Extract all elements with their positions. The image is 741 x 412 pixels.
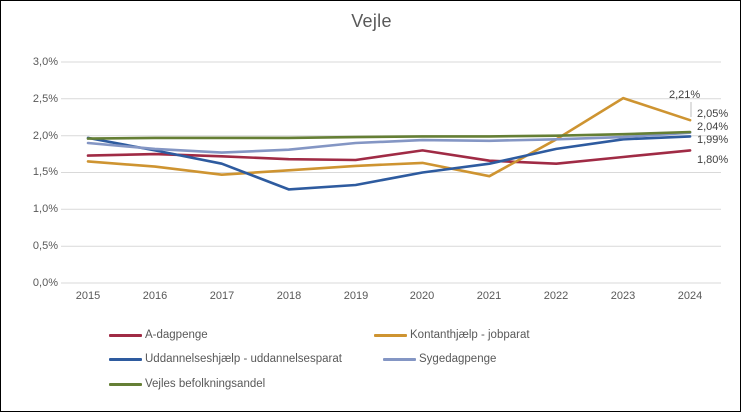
x-axis-tick-label: 2015	[75, 290, 101, 302]
legend-swatch	[383, 357, 416, 361]
y-axis-tick-label: 1,0%	[32, 203, 58, 215]
legend-item: Vejles befolkningsandel	[109, 378, 265, 390]
series-line-a-dagpenge	[86, 149, 692, 165]
x-axis-tick-label: 2017	[209, 290, 235, 302]
legend-label: Kontanthjælp - jobparat	[410, 329, 530, 341]
data-label: 2,04%	[697, 121, 729, 133]
y-axis-tick-label: 2,5%	[32, 93, 58, 105]
x-axis-tick-label: 2019	[343, 290, 369, 302]
series-line-uddannelseshj-lp-uddannelsesparat	[86, 135, 692, 191]
legend-label: Sygedagpenge	[419, 353, 497, 365]
y-axis-tick-label: 0,0%	[32, 277, 58, 289]
data-label: 2,05%	[697, 108, 729, 120]
data-label: 1,80%	[697, 154, 729, 166]
legend-item: Sygedagpenge	[383, 353, 496, 365]
legend-swatch	[109, 357, 142, 361]
x-axis-tick-label: 2020	[409, 290, 435, 302]
legend-label: Uddannelseshjælp - uddannelsesparat	[145, 353, 342, 365]
legend-item: Kontanthjælp - jobparat	[374, 329, 530, 341]
legend-swatch	[109, 382, 142, 386]
x-axis-tick-label: 2024	[677, 290, 703, 302]
data-label: 1,99%	[697, 134, 729, 146]
legend-item: Uddannelseshjælp - uddannelsesparat	[109, 353, 342, 365]
legend-swatch	[109, 333, 142, 337]
series-line-kontanthj-lp-jobparat	[86, 96, 692, 178]
legend-label: Vejles befolkningsandel	[145, 378, 266, 390]
y-axis-tick-label: 1,5%	[32, 166, 58, 178]
x-axis-tick-label: 2023	[610, 290, 636, 302]
chart-title: Vejle	[351, 11, 392, 31]
y-axis-tick-label: 2,0%	[32, 130, 58, 142]
data-label: 2,21%	[669, 89, 701, 101]
legend-label: A-dagpenge	[145, 329, 208, 341]
x-axis-tick-label: 2016	[142, 290, 168, 302]
y-axis-tick-label: 0,5%	[32, 240, 58, 252]
y-axis-tick-label: 3,0%	[32, 56, 58, 68]
series-line-sygedagpenge	[86, 131, 692, 154]
series-line-vejles-befolkningsandel	[86, 130, 692, 140]
legend-item: A-dagpenge	[109, 329, 208, 341]
x-axis-tick-label: 2018	[276, 290, 302, 302]
x-axis-tick-label: 2021	[476, 290, 502, 302]
legend-swatch	[374, 333, 407, 337]
x-axis-tick-label: 2022	[543, 290, 569, 302]
